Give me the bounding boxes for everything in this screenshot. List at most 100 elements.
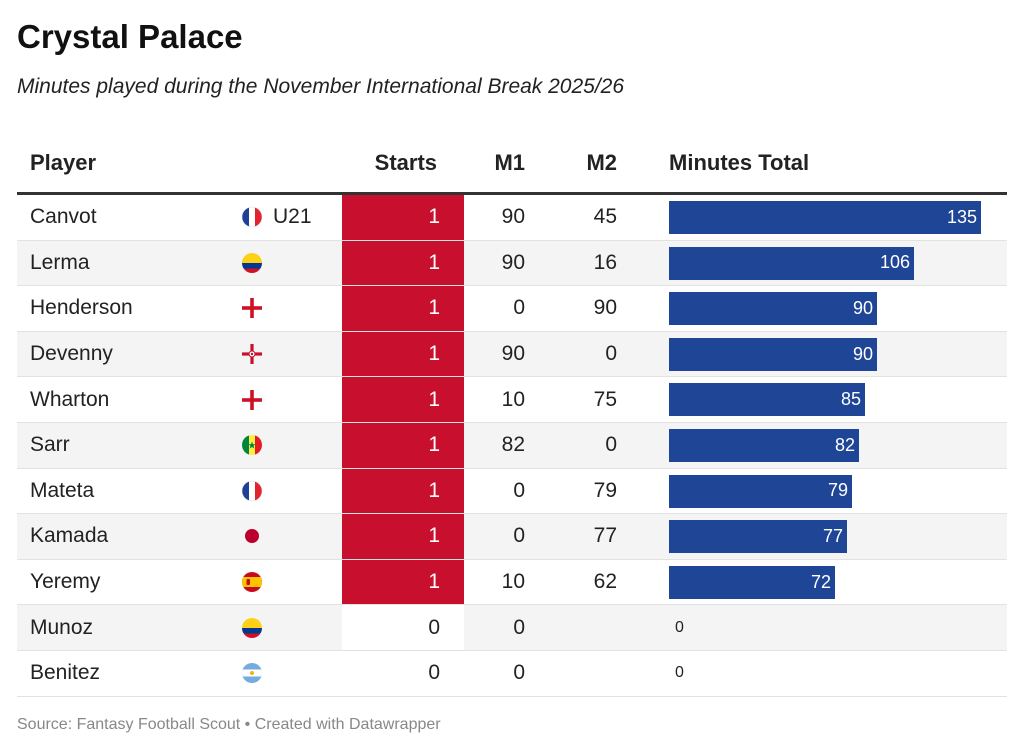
minutes-bar [669, 292, 877, 326]
m1-minutes: 0 [513, 661, 525, 685]
player-name: Devenny [30, 342, 113, 366]
france-flag-icon [240, 195, 264, 240]
minutes-total-cell: 90 [669, 286, 1007, 331]
colombia-flag-icon [240, 605, 264, 650]
player-name: Benitez [30, 661, 101, 685]
m1-minutes: 10 [501, 570, 525, 594]
starts-cell: 1 [342, 240, 464, 286]
minutes-total-label: 106 [879, 252, 910, 273]
spain-flag-icon [240, 560, 264, 605]
table-row: Wharton 1 10 75 85 [17, 377, 1007, 423]
england-flag-icon [240, 377, 264, 422]
table-row: Canvot U21 1 90 45 135 [17, 195, 1007, 241]
player-name: Lerma [30, 250, 90, 274]
table-row: Henderson 1 0 90 90 [17, 286, 1007, 332]
minutes-bar [669, 246, 914, 280]
minutes-bar [669, 337, 877, 371]
starts-cell: 0 [342, 605, 464, 650]
m2-minutes [562, 605, 617, 650]
minutes-total-cell: 72 [669, 560, 1007, 605]
m1-minutes: 90 [501, 250, 525, 274]
header-m2: M2 [586, 150, 617, 175]
minutes-total-label: 77 [822, 525, 843, 546]
table-row: Mateta 1 0 79 79 [17, 468, 1007, 515]
minutes-bar [669, 428, 859, 462]
m1-minutes: 10 [501, 387, 525, 411]
m2-minutes: 79 [593, 478, 617, 502]
m2-minutes: 0 [605, 433, 617, 457]
player-note: U21 [273, 205, 312, 229]
minutes-total-label: 79 [827, 480, 848, 501]
m2-minutes: 90 [593, 296, 617, 320]
m2-minutes: 16 [593, 250, 617, 274]
minutes-bar [669, 520, 847, 554]
player-name: Kamada [30, 524, 109, 548]
player-name: Yeremy [30, 570, 101, 594]
starts-cell: 1 [342, 377, 464, 422]
senegal-flag-icon [240, 423, 264, 468]
starts-cell: 1 [342, 331, 464, 377]
starts-cell: 0 [342, 650, 464, 696]
m1-minutes: 0 [513, 296, 525, 320]
minutes-total-cell: 0 [669, 605, 1007, 650]
m2-minutes: 0 [605, 342, 617, 366]
colombia-flag-icon [240, 241, 264, 286]
player-name: Wharton [30, 387, 110, 411]
minutes-total-cell: 0 [669, 651, 1007, 696]
player-name: Sarr [30, 433, 70, 457]
table-row: Devenny 1 90 0 90 [17, 331, 1007, 378]
starts-cell: 1 [342, 559, 464, 605]
minutes-total-label: 0 [675, 664, 684, 682]
minutes-total-label: 72 [810, 571, 831, 592]
minutes-total-cell: 82 [669, 423, 1007, 468]
minutes-total-cell: 77 [669, 514, 1007, 559]
starts-cell: 1 [342, 514, 464, 559]
japan-flag-icon [240, 514, 264, 559]
starts-cell: 1 [342, 286, 464, 331]
player-name: Munoz [30, 615, 94, 639]
minutes-total-label: 90 [852, 297, 873, 318]
header-m1: M1 [494, 150, 525, 175]
chart-title: Crystal Palace [17, 18, 243, 55]
minutes-total-cell: 106 [669, 241, 1007, 286]
minutes-bar [669, 383, 865, 417]
m1-minutes: 90 [501, 205, 525, 229]
england-flag-icon [240, 286, 264, 331]
minutes-total-label: 135 [946, 206, 977, 227]
minutes-bar [669, 474, 852, 508]
france-flag-icon [240, 469, 264, 514]
table-row: Munoz 0 0 0 [17, 605, 1007, 651]
m2-minutes: 62 [593, 570, 617, 594]
northern-ireland-flag-icon [240, 332, 264, 377]
m1-minutes: 82 [501, 433, 525, 457]
m1-minutes: 0 [513, 524, 525, 548]
starts-cell: 1 [342, 468, 464, 514]
m2-minutes [562, 651, 617, 696]
minutes-total-label: 85 [840, 389, 861, 410]
m2-minutes: 75 [593, 387, 617, 411]
m1-minutes: 90 [501, 342, 525, 366]
minutes-bar [669, 201, 981, 234]
m1-minutes: 0 [513, 615, 525, 639]
starts-cell: 1 [342, 195, 464, 240]
table-row: Lerma 1 90 16 106 [17, 240, 1007, 287]
table-header: Player Starts M1 M2 Minutes Total [17, 140, 1007, 195]
table-row: Sarr 1 82 0 82 [17, 422, 1007, 469]
chart-subtitle: Minutes played during the November Inter… [17, 75, 625, 98]
minutes-total-cell: 90 [669, 332, 1007, 377]
header-player: Player [30, 150, 97, 175]
table-row: Benitez 0 0 0 [17, 650, 1007, 697]
minutes-total-cell: 135 [669, 195, 1007, 240]
player-name: Henderson [30, 296, 133, 320]
player-name: Canvot [30, 205, 97, 229]
m1-minutes: 0 [513, 478, 525, 502]
starts-cell: 1 [342, 422, 464, 468]
table-row: Yeremy 1 10 62 72 [17, 559, 1007, 606]
m2-minutes: 77 [593, 524, 617, 548]
table-body: Canvot U21 1 90 45 135 Lerma 1 90 16 106 Henderson 1… [17, 195, 1007, 697]
minutes-bar [669, 565, 835, 599]
player-name: Mateta [30, 478, 95, 502]
minutes-total-cell: 79 [669, 469, 1007, 514]
argentina-flag-icon [240, 651, 264, 696]
m2-minutes: 45 [593, 205, 617, 229]
